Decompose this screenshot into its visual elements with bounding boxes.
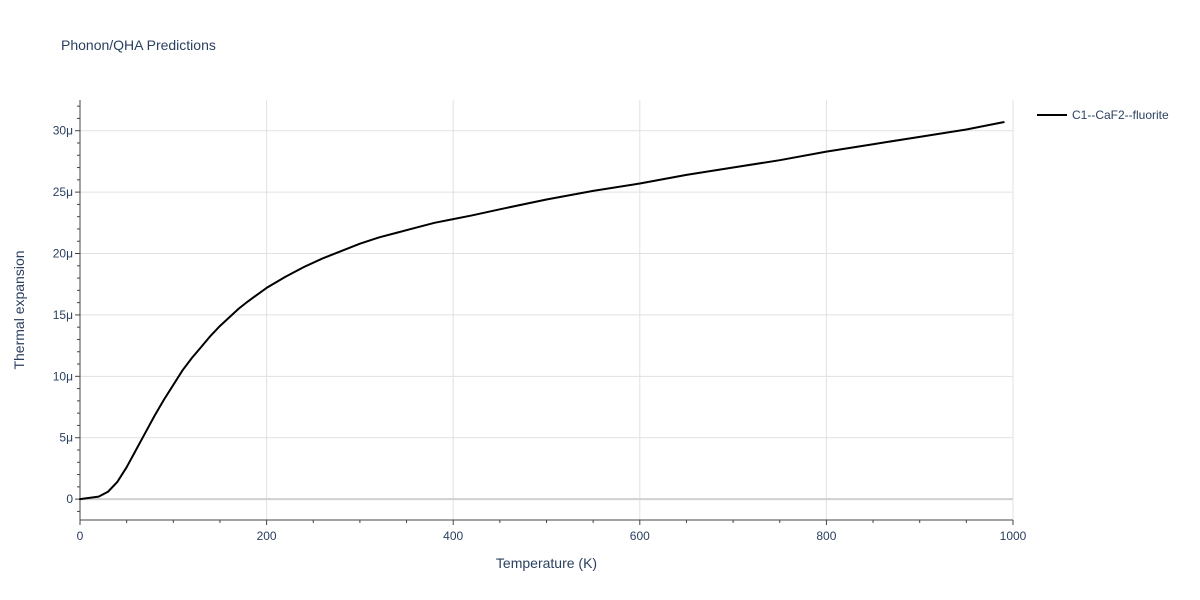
- x-tick-label: 600: [630, 529, 650, 543]
- chart-title: Phonon/QHA Predictions: [61, 37, 216, 53]
- grid-layer: [80, 100, 1014, 520]
- series-line: [79, 121, 1005, 501]
- series-layer: [79, 121, 1005, 501]
- y-tick-label: 20μ: [53, 247, 73, 261]
- legend[interactable]: C1--CaF2--fluorite: [1037, 108, 1169, 122]
- y-tick-label: 10μ: [53, 369, 73, 383]
- x-tick-label: 400: [443, 529, 463, 543]
- x-tick-label: 800: [816, 529, 836, 543]
- y-tick-label: 5μ: [59, 431, 73, 445]
- axis-layer: [75, 100, 1014, 525]
- x-axis-title: Temperature (K): [496, 555, 597, 571]
- y-axis-title: Thermal expansion: [11, 250, 27, 369]
- y-tick-label: 25μ: [53, 185, 73, 199]
- x-tick-label: 200: [257, 529, 277, 543]
- tick-labels: 0 200 400 600 800 1000 0 5μ 10μ 15μ 20μ 25μ 30μ: [53, 124, 1027, 543]
- y-tick-label: 0: [66, 492, 73, 506]
- x-tick-label: 1000: [1000, 529, 1027, 543]
- y-tick-label: 15μ: [53, 308, 73, 322]
- x-tick-label: 0: [77, 529, 84, 543]
- legend-label: C1--CaF2--fluorite: [1072, 108, 1169, 122]
- y-tick-label: 30μ: [53, 124, 73, 138]
